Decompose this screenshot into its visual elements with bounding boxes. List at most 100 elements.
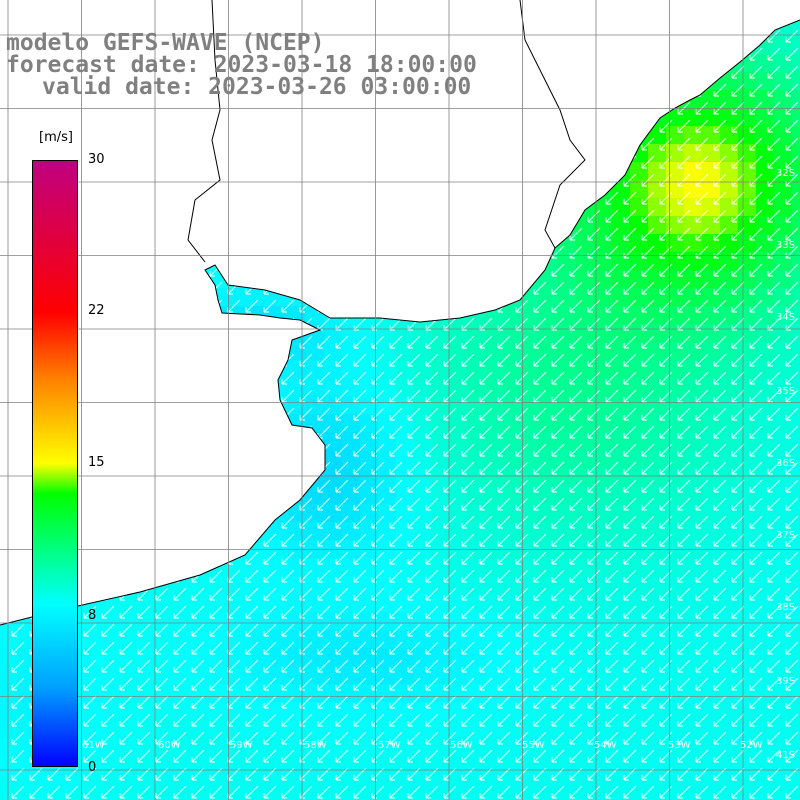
wind-arrow (281, 155, 295, 169)
wind-cell (198, 306, 217, 325)
wind-arrow (245, 371, 259, 385)
wind-arrow (173, 587, 187, 601)
wind-arrow (461, 461, 475, 475)
wind-arrow (677, 641, 691, 655)
wind-arrow (785, 461, 799, 475)
wind-cell (720, 54, 739, 73)
wind-cell (684, 792, 703, 800)
wind-cell (504, 216, 523, 235)
wind-arrow (767, 497, 781, 511)
wind-arrow (83, 281, 97, 295)
wind-arrow (479, 263, 493, 277)
wind-arrow (587, 461, 601, 475)
wind-arrow (479, 20, 493, 25)
wind-cell (144, 108, 163, 127)
wind-cell (486, 198, 505, 217)
wind-arrow (659, 335, 673, 349)
wind-cell (684, 36, 703, 55)
wind-arrow (389, 497, 403, 511)
wind-cell (342, 108, 361, 127)
wind-cell (144, 414, 163, 433)
wind-arrow (659, 263, 673, 277)
wind-arrow (497, 245, 511, 259)
wind-arrow (281, 659, 295, 673)
wind-cell (684, 0, 703, 19)
wind-arrow (155, 119, 169, 133)
wind-arrow (119, 677, 133, 691)
wind-cell (0, 288, 19, 307)
wind-cell (90, 324, 109, 343)
wind-arrow (407, 659, 421, 673)
wind-arrow (443, 299, 457, 313)
wind-arrow (227, 443, 241, 457)
wind-cell (720, 36, 739, 55)
wind-arrow (173, 227, 187, 241)
valid-date: valid date: 2023-03-26 03:00:00 (42, 74, 472, 100)
wind-arrow (353, 677, 367, 691)
wind-arrow (173, 497, 187, 511)
wind-arrow (353, 785, 367, 799)
wind-arrow (425, 515, 439, 529)
wind-arrow (569, 83, 583, 97)
wind-cell (252, 324, 271, 343)
wind-arrow (407, 353, 421, 367)
wind-arrow (461, 191, 475, 205)
wind-arrow (713, 20, 727, 25)
wind-arrow (425, 587, 439, 601)
wind-cell (108, 396, 127, 415)
wind-cell (144, 522, 163, 541)
wind-cell (144, 0, 163, 19)
wind-cell (54, 0, 73, 19)
wind-arrow (443, 155, 457, 169)
wind-arrow (335, 425, 349, 439)
wind-arrow (785, 677, 799, 691)
wind-arrow (11, 353, 25, 367)
wind-arrow (767, 425, 781, 439)
wind-cell (486, 36, 505, 55)
wind-cell (216, 144, 235, 163)
wind-arrow (245, 335, 259, 349)
wind-arrow (335, 713, 349, 727)
wind-arrow (119, 425, 133, 439)
wind-arrow (713, 47, 727, 61)
wind-arrow (641, 461, 655, 475)
wind-cell (738, 792, 757, 800)
wind-cell (342, 288, 361, 307)
wind-arrow (767, 155, 781, 169)
wind-arrow (335, 101, 349, 115)
wind-cell (234, 162, 253, 181)
wind-arrow (155, 389, 169, 403)
wind-cell (612, 90, 631, 109)
wind-cell (414, 20, 433, 37)
wind-arrow (407, 155, 421, 169)
wind-arrow (533, 749, 547, 763)
wind-arrow (713, 749, 727, 763)
wind-arrow (767, 749, 781, 763)
wind-arrow (623, 335, 637, 349)
wind-cell (342, 162, 361, 181)
wind-cell (612, 126, 631, 145)
wind-arrow (155, 317, 169, 331)
wind-cell (342, 126, 361, 145)
wind-cell (630, 792, 649, 800)
wind-cell (432, 252, 451, 271)
wind-arrow (641, 83, 655, 97)
wind-arrow (155, 155, 169, 169)
wind-arrow (533, 785, 547, 799)
wind-arrow (371, 371, 385, 385)
wind-arrow (623, 407, 637, 421)
wind-arrow (695, 443, 709, 457)
wind-arrow (623, 515, 637, 529)
wind-arrow (425, 785, 439, 799)
wind-arrow (389, 695, 403, 709)
wind-arrow (353, 263, 367, 277)
wind-arrow (605, 569, 619, 583)
wind-arrow (713, 371, 727, 385)
wind-arrow (695, 263, 709, 277)
wind-arrow (713, 353, 727, 367)
wind-arrow (695, 389, 709, 403)
wind-arrow (425, 551, 439, 565)
wind-cell (90, 396, 109, 415)
wind-arrow (713, 101, 727, 115)
wind-arrow (749, 713, 763, 727)
